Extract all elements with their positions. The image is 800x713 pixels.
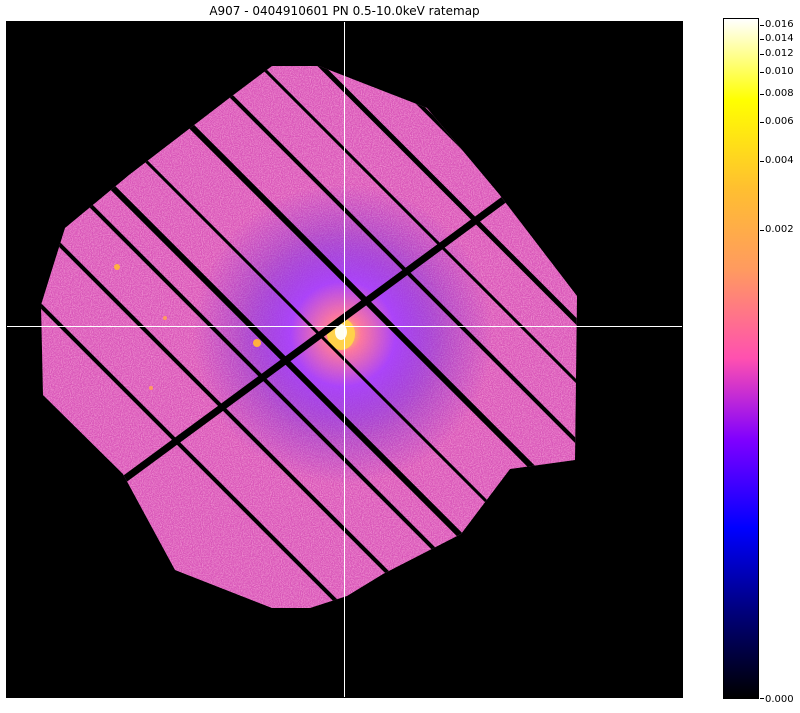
- colorbar-tick-0014: [760, 39, 764, 40]
- plot-title: A907 - 0404910601 PN 0.5-10.0keV ratemap: [209, 4, 480, 18]
- colorbar-tick-0002: [760, 230, 764, 231]
- colorbar-label: 0.008: [765, 88, 794, 99]
- colorbar-label: 0.012: [765, 48, 794, 59]
- colorbar-tick-0008: [760, 94, 764, 95]
- crosshair-vertical: [344, 22, 345, 697]
- colorbar-label: 0.004: [765, 155, 794, 166]
- colorbar: [723, 18, 759, 699]
- colorbar-tick-0000: [760, 698, 764, 699]
- colorbar-label: 0.000: [765, 694, 794, 705]
- colorbar-tick-0006: [760, 122, 764, 123]
- colorbar-label: 0.014: [765, 33, 794, 44]
- colorbar-label: 0.006: [765, 116, 794, 127]
- ratemap-svg: [41, 66, 577, 608]
- colorbar-tick-0004: [760, 161, 764, 162]
- colorbar-tick-0012: [760, 54, 764, 55]
- colorbar-tick-0010: [760, 72, 764, 73]
- colorbar-label: 0.002: [765, 224, 794, 235]
- colorbar-tick-0016: [760, 25, 764, 26]
- colorbar-label: 0.016: [765, 19, 794, 30]
- ratemap-image: [6, 21, 683, 698]
- colorbar-label: 0.010: [765, 66, 794, 77]
